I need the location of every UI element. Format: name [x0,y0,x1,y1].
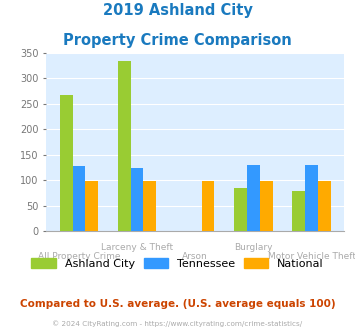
Text: Compared to U.S. average. (U.S. average equals 100): Compared to U.S. average. (U.S. average … [20,299,335,309]
Text: 2019 Ashland City: 2019 Ashland City [103,3,252,18]
Bar [260,181,273,231]
Text: All Property Crime: All Property Crime [38,252,120,261]
Text: Arson: Arson [182,252,208,261]
Text: Larceny & Theft: Larceny & Theft [101,243,173,251]
Bar [85,181,98,231]
Bar [318,181,331,231]
Bar [72,166,85,231]
Text: Motor Vehicle Theft: Motor Vehicle Theft [268,252,355,261]
Bar [143,181,156,231]
Text: Property Crime Comparison: Property Crime Comparison [63,33,292,48]
Bar [234,188,247,231]
Bar [131,168,143,231]
Text: © 2024 CityRating.com - https://www.cityrating.com/crime-statistics/: © 2024 CityRating.com - https://www.city… [53,320,302,327]
Bar [293,191,305,231]
Legend: Ashland City, Tennessee, National: Ashland City, Tennessee, National [27,254,328,273]
Bar [202,181,214,231]
Bar [247,165,260,231]
Bar [305,165,318,231]
Text: Burglary: Burglary [234,243,273,251]
Bar [118,61,131,231]
Bar [60,95,72,231]
